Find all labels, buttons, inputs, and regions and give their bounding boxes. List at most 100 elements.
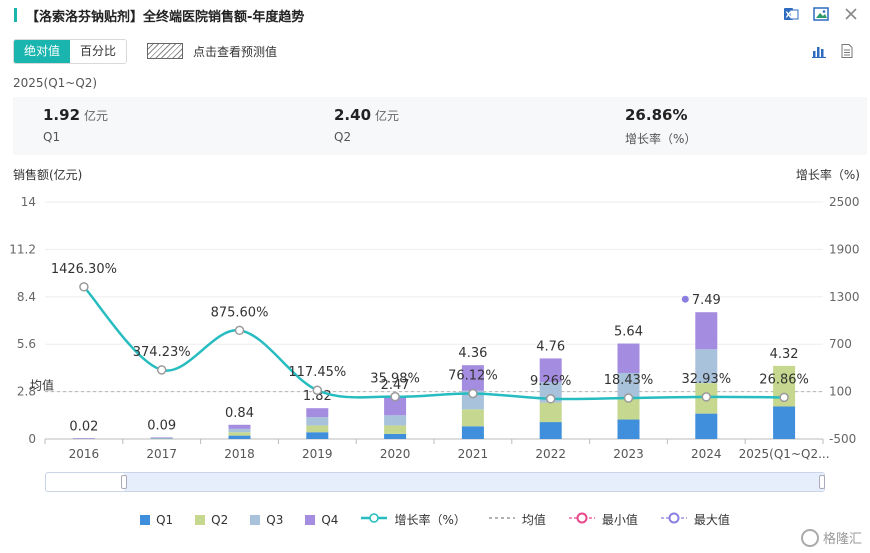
legend-item[interactable]: 均值 (488, 511, 546, 528)
x-tick-label: 2025(Q1~Q2... (739, 447, 830, 461)
bar-q1 (228, 435, 251, 439)
bar-q4 (306, 408, 329, 417)
excel-export-icon[interactable]: X (782, 5, 800, 23)
y-axis-title: 销售额(亿元) (13, 168, 83, 182)
stat-q2-label: Q2 (334, 130, 352, 144)
bar-q1 (150, 438, 173, 439)
bar-total-label: 2.47 (381, 378, 410, 393)
bar-q1 (695, 413, 718, 439)
y2-tick-label: 1900 (829, 242, 860, 256)
mean-label: 均值 (30, 378, 54, 393)
growth-label: 76.12% (448, 368, 498, 383)
stat-q1-unit: 亿元 (84, 109, 109, 123)
close-icon[interactable] (842, 5, 860, 23)
legend-item[interactable]: 增长率（%） (360, 511, 466, 528)
toolbar: 绝对值 百分比 点击查看预测值 (13, 38, 277, 64)
x-tick-label: 2023 (613, 447, 644, 461)
bar-q4 (617, 343, 640, 373)
legend: Q1 Q2 Q3 Q4 增长率（%） 均值 最小值 最大值 (0, 511, 870, 528)
top-icons: X (782, 5, 860, 23)
chart-title: 【洛索洛芬钠贴剂】全终端医院销售额-年度趋势 (26, 10, 305, 25)
growth-point (312, 385, 323, 395)
growth-label: 32.93% (682, 372, 732, 387)
bar-total-label: 4.36 (458, 346, 487, 361)
growth-label: 18.43% (604, 373, 654, 388)
legend-dash-icon (488, 511, 516, 528)
growth-point (701, 392, 712, 402)
bar-q3 (384, 415, 407, 426)
bar-total-label: 0.84 (225, 406, 254, 421)
legend-square-icon (195, 514, 206, 525)
growth-point (779, 392, 789, 403)
view-icons (810, 42, 856, 60)
bar-q1 (461, 426, 484, 439)
x-tick-label: 2020 (380, 447, 411, 461)
bar-total-label: 4.76 (536, 339, 565, 354)
y-tick-label: 11.2 (9, 242, 36, 256)
growth-label: 26.86% (759, 372, 809, 387)
bar-q4 (695, 312, 718, 350)
legend-item[interactable]: 最大值 (660, 511, 730, 528)
stat-q1-label: Q1 (43, 130, 61, 144)
legend-ring-icon (660, 511, 688, 528)
growth-point (468, 388, 478, 399)
bar-q1 (539, 422, 562, 439)
bar-q1 (384, 433, 407, 439)
legend-item[interactable]: 最小值 (568, 511, 638, 528)
stats-panel: 1.92 亿元 Q1 2.40 亿元 Q2 26.86% 增长率（%） (13, 97, 867, 155)
forecast-toggle[interactable]: 点击查看预测值 (147, 43, 277, 60)
legend-item[interactable]: Q4 (305, 511, 338, 528)
bar-q3 (228, 428, 251, 433)
bar-q3 (695, 349, 718, 384)
legend-square-icon (140, 514, 151, 525)
legend-label: 均值 (521, 513, 546, 527)
bar-chart-icon[interactable] (810, 42, 828, 60)
growth-point (545, 394, 556, 404)
bar-total-label: 0.09 (147, 418, 176, 433)
legend-line-icon (360, 511, 388, 528)
range-handle-right[interactable] (819, 475, 825, 489)
bar-q4 (150, 437, 173, 438)
legend-item[interactable]: Q1 (140, 511, 173, 528)
bar-q3 (617, 372, 640, 398)
percent-button[interactable]: 百分比 (70, 39, 127, 63)
bar-q2 (228, 432, 251, 436)
growth-point (623, 393, 634, 403)
watermark: 格隆汇 (800, 528, 862, 547)
range-handle-left[interactable] (121, 475, 127, 489)
bar-q2 (539, 402, 562, 423)
table-view-icon[interactable] (838, 42, 856, 60)
bar-q4 (72, 438, 95, 439)
title-bar: 【洛索洛芬钠贴剂】全终端医院销售额-年度趋势 X (0, 0, 870, 30)
legend-ring-icon (568, 511, 596, 528)
bar-q1 (306, 432, 329, 439)
growth-point (79, 282, 89, 292)
bar-total-label: 4.32 (770, 347, 799, 362)
bar-q2 (617, 397, 640, 420)
range-selection[interactable] (124, 473, 824, 491)
legend-item[interactable]: Q2 (195, 511, 228, 528)
growth-label: 374.23% (133, 345, 191, 360)
y2-tick-label: -500 (829, 432, 856, 446)
bar-q1 (773, 406, 796, 439)
stat-q2-value: 2.40 (334, 106, 372, 124)
range-scroller[interactable] (45, 472, 825, 492)
x-tick-label: 2019 (302, 447, 333, 461)
title-accent (14, 8, 17, 22)
bar-q2 (150, 438, 173, 439)
legend-square-icon (305, 514, 316, 525)
y-tick-label: 5.6 (17, 337, 36, 351)
legend-square-icon (250, 514, 261, 525)
image-export-icon[interactable] (812, 5, 830, 23)
bar-total-label: 5.64 (614, 325, 643, 340)
forecast-hatch-icon (147, 43, 184, 59)
growth-point (390, 391, 400, 402)
stat-q2-unit: 亿元 (375, 109, 400, 123)
mode-switch: 绝对值 百分比 (13, 38, 128, 64)
legend-label: 增长率（%） (394, 513, 466, 527)
absolute-value-button[interactable]: 绝对值 (14, 39, 71, 63)
bar-q1 (617, 419, 640, 439)
stat-q2: 2.40 亿元 Q2 (334, 105, 399, 144)
x-tick-label: 2017 (146, 447, 177, 461)
legend-item[interactable]: Q3 (250, 511, 283, 528)
